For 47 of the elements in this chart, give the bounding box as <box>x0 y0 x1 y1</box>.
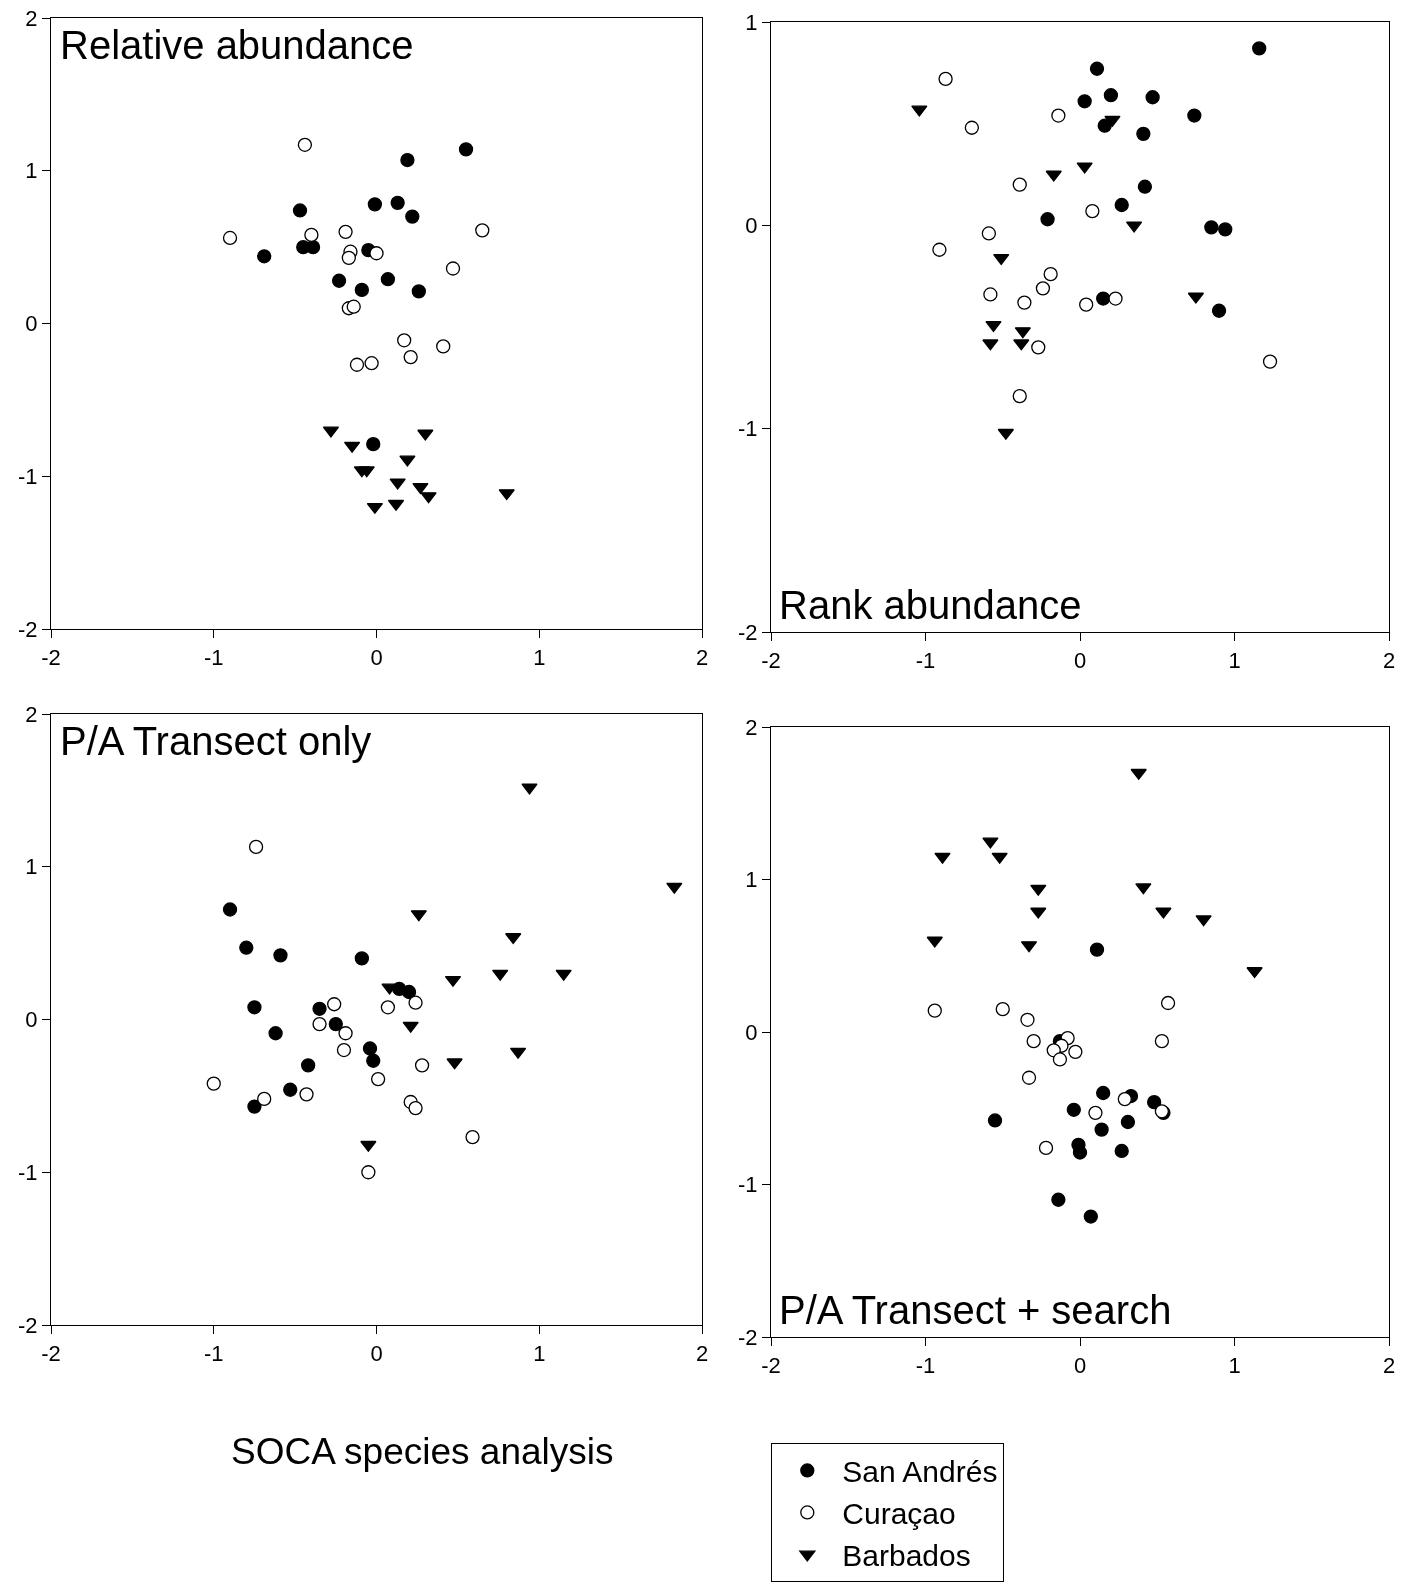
y-tick-label: -1 <box>737 1172 758 1198</box>
y-tick-label: 0 <box>745 213 758 239</box>
x-tick-label: 1 <box>1228 647 1241 673</box>
y-tick-label: 0 <box>25 1007 38 1033</box>
x-tick-label: -2 <box>761 647 781 673</box>
y-tick-label: -2 <box>17 616 38 642</box>
x-tick-label: -1 <box>915 647 936 673</box>
y-tick-label: 0 <box>745 1019 758 1045</box>
text: SOCA species analysis <box>231 1431 614 1472</box>
x-tick-label: 2 <box>695 1340 709 1366</box>
x-tick-label: 2 <box>1382 1352 1396 1378</box>
y-tick-label: -2 <box>737 1324 758 1350</box>
x-tick-label: 1 <box>533 1340 546 1366</box>
x-tick-label: -1 <box>915 1352 936 1378</box>
legend-label: Curaçao <box>842 1497 956 1531</box>
legend-label: San Andrés <box>842 1455 998 1489</box>
x-tick-label: -1 <box>203 644 224 670</box>
y-tick-label: 2 <box>25 701 38 727</box>
x-tick-label: -2 <box>761 1352 781 1378</box>
y-tick-label: 0 <box>25 311 38 337</box>
legend-label: Barbados <box>842 1539 971 1573</box>
x-tick-label: 0 <box>370 1340 383 1366</box>
x-tick-label: -2 <box>41 1340 61 1366</box>
y-tick-label: -1 <box>737 416 758 442</box>
y-tick-label: 1 <box>25 158 38 184</box>
x-tick-label: 1 <box>1228 1352 1241 1378</box>
x-tick-label: -2 <box>41 644 61 670</box>
y-tick-label: 2 <box>745 714 758 740</box>
x-tick-label: -1 <box>203 1340 224 1366</box>
y-tick-label: -2 <box>737 619 758 645</box>
chart-title: P/A Transect only <box>60 719 372 763</box>
y-tick-label: -2 <box>17 1312 38 1338</box>
y-tick-label: -1 <box>17 1159 38 1185</box>
chart-title: Relative abundance <box>60 23 414 67</box>
x-tick-label: 2 <box>1382 647 1396 673</box>
y-tick-label: -1 <box>17 463 38 489</box>
y-tick-label: 1 <box>25 854 38 880</box>
y-tick-label: 2 <box>25 5 38 31</box>
x-tick-label: 0 <box>1073 647 1087 673</box>
x-tick-label: 0 <box>1073 1352 1087 1378</box>
y-tick-label: 1 <box>745 9 758 35</box>
x-tick-label: 1 <box>533 644 546 670</box>
x-tick-label: 0 <box>370 644 383 670</box>
x-tick-label: 2 <box>695 644 709 670</box>
text: Rank abundance <box>779 583 1082 627</box>
text: P/A Transect + search <box>779 1288 1172 1332</box>
y-tick-label: 1 <box>745 867 758 893</box>
